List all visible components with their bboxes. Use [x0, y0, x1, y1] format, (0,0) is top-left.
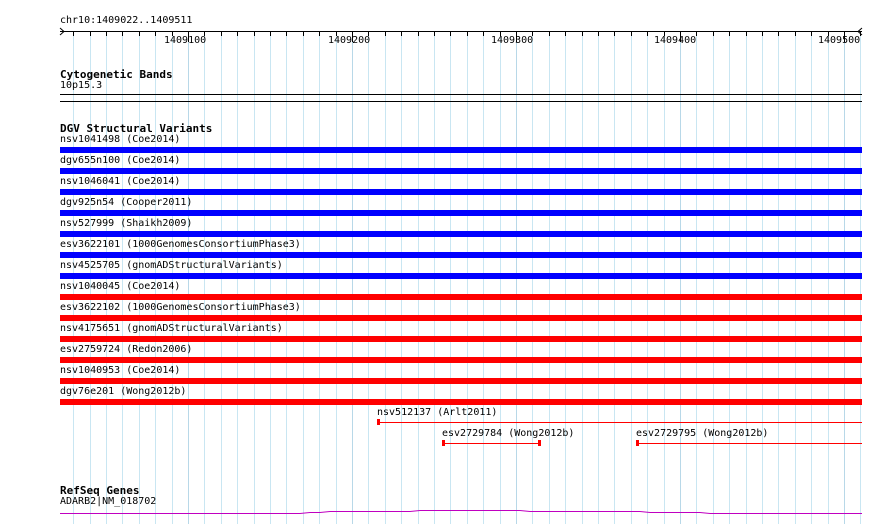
feature-label: nsv1040953 (Coe2014) — [60, 365, 181, 376]
feature-label: esv2729795 (Wong2012b) — [636, 428, 769, 439]
ruler-tick-label: 1409400 — [654, 35, 697, 46]
feature-label: dgv925n54 (Cooper2011) — [60, 197, 193, 208]
feature-bar[interactable] — [60, 231, 862, 237]
ruler-tick-label: 1409200 — [328, 35, 371, 46]
gene-model[interactable] — [0, 500, 890, 524]
feature-bar[interactable] — [60, 210, 862, 216]
feature-bar[interactable] — [60, 399, 862, 405]
feature-label: nsv527999 (Shaikh2009) — [60, 218, 193, 229]
feature-label: esv2729784 (Wong2012b) — [442, 428, 575, 439]
feature-end-mark — [538, 440, 541, 446]
cytoband-track-title[interactable]: Cytogenetic Bands — [60, 68, 173, 81]
feature-bar[interactable] — [60, 357, 862, 363]
cytoband-border-top — [60, 94, 862, 95]
gene-label: ADARB2|NM_018702 — [60, 496, 157, 507]
ruler-arrow — [59, 31, 65, 36]
feature-bar[interactable] — [60, 252, 862, 258]
feature-bar[interactable] — [60, 273, 862, 279]
feature-label: dgv655n100 (Coe2014) — [60, 155, 181, 166]
ruler-tick-label: 1409300 — [491, 35, 534, 46]
feature-start-mark — [377, 419, 380, 425]
cytoband-label: 10p15.3 — [60, 80, 103, 91]
feature-bar[interactable] — [60, 294, 862, 300]
feature-line[interactable] — [637, 443, 862, 444]
feature-label: nsv1040045 (Coe2014) — [60, 281, 181, 292]
ruler-arrow — [59, 27, 65, 32]
ruler-tick-label: 1409500 — [818, 35, 861, 46]
feature-label: nsv1046041 (Coe2014) — [60, 176, 181, 187]
feature-line[interactable] — [378, 422, 862, 423]
feature-bar[interactable] — [60, 189, 862, 195]
feature-label: nsv1041498 (Coe2014) — [60, 134, 181, 145]
ruler-arrow — [857, 27, 863, 32]
ruler-tick-label: 1409100 — [164, 35, 207, 46]
feature-label: nsv4175651 (gnomADStructuralVariants) — [60, 323, 283, 334]
cytoband-border-bottom — [60, 101, 862, 102]
feature-line[interactable] — [443, 443, 540, 444]
feature-label: nsv4525705 (gnomADStructuralVariants) — [60, 260, 283, 271]
feature-bar[interactable] — [60, 336, 862, 342]
feature-bar[interactable] — [60, 378, 862, 384]
feature-bar[interactable] — [60, 315, 862, 321]
feature-start-mark — [442, 440, 445, 446]
feature-bar[interactable] — [60, 147, 862, 153]
feature-label: esv3622101 (1000GenomesConsortiumPhase3) — [60, 239, 301, 250]
feature-label: esv3622102 (1000GenomesConsortiumPhase3) — [60, 302, 301, 313]
feature-label: nsv512137 (Arlt2011) — [377, 407, 498, 418]
feature-bar[interactable] — [60, 168, 862, 174]
feature-label: dgv76e201 (Wong2012b) — [60, 386, 187, 397]
coordinate-label: chr10:1409022..1409511 — [60, 15, 193, 26]
dgv-track-title[interactable]: DGV Structural Variants — [60, 122, 213, 135]
feature-label: esv2759724 (Redon2006) — [60, 344, 193, 355]
feature-start-mark — [636, 440, 639, 446]
refseq-track-title[interactable]: RefSeq Genes — [60, 484, 140, 497]
